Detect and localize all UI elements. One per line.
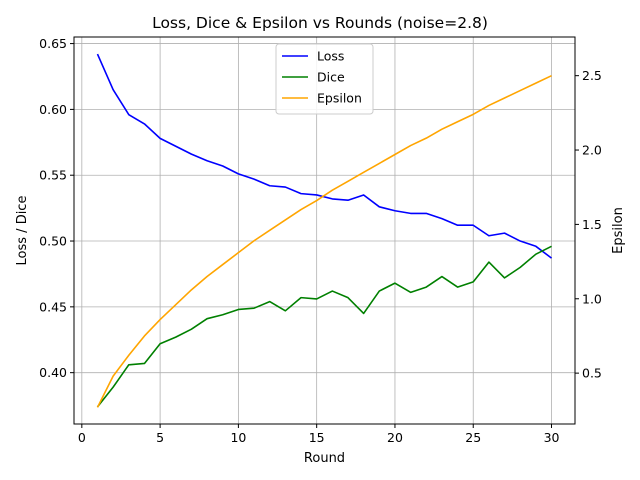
series-line-dice [96,245,552,408]
legend-box [275,43,374,115]
x-tick-label: 10 [230,430,246,445]
x-tick-label: 15 [309,430,325,445]
y-tick-label: 0.60 [39,102,67,117]
x-tick-label: 5 [156,430,164,445]
y2-tick-label: 2.0 [582,143,602,158]
y-axis-label: Loss / Dice [15,196,30,266]
plot-frame [73,36,576,425]
x-tick-label: 30 [544,430,560,445]
series-line-loss [96,53,553,259]
y2-axis-ticks: 0.5 1.0 1.5 2.0 2.5 [575,68,602,381]
y-tick-label: 0.55 [39,168,67,183]
series-line-epsilon [96,74,552,408]
legend-label-epsilon: Epsilon [317,91,362,106]
y-tick-label: 0.65 [39,36,67,51]
grid [74,37,575,424]
y-tick-label: 0.45 [39,299,67,314]
y2-tick-label: 1.0 [582,291,602,306]
y2-tick-label: 2.5 [582,68,602,83]
x-tick-label: 25 [465,430,481,445]
y2-tick-label: 1.5 [582,217,602,232]
legend: Loss Dice Epsilon [275,43,374,115]
x-tick-label: 20 [387,430,403,445]
y2-tick-label: 0.5 [582,366,602,381]
x-axis-label: Round [304,451,345,466]
x-tick-label: 0 [78,430,86,445]
y-tick-label: 0.40 [39,365,67,380]
series-lines [96,53,553,408]
y-axis-ticks: 0.40 0.45 0.50 0.55 0.60 0.65 [39,36,74,380]
legend-label-loss: Loss [317,49,344,64]
chart-title: Loss, Dice & Epsilon vs Rounds (noise=2.… [152,14,488,32]
y2-axis-label: Epsilon [611,207,626,254]
y-tick-label: 0.50 [39,234,67,249]
x-axis-ticks: 0 5 10 15 20 25 30 [78,424,560,445]
legend-label-dice: Dice [317,70,345,85]
